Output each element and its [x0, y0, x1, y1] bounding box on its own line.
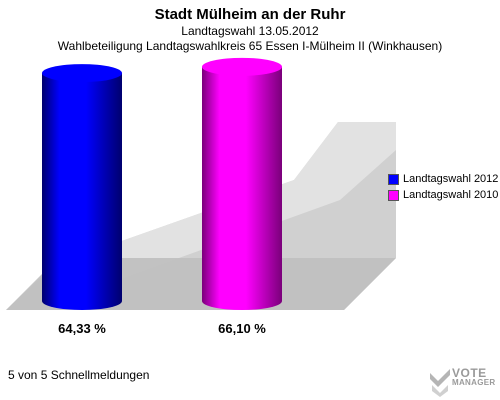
chart-subtitle-district: Wahlbeteiligung Landtagswahlkreis 65 Ess… [57, 39, 443, 53]
bar-top-0 [42, 64, 122, 83]
legend-label-2012: Landtagswahl 2012 [403, 173, 499, 185]
data-label-0: 64,33 % [58, 321, 106, 336]
legend-swatch-2012 [388, 173, 399, 185]
legend-item-2012: Landtagswahl 2012 [388, 171, 498, 187]
footer-text: 5 von 5 Schnellmeldungen [8, 368, 150, 382]
chart-header: Stadt Mülheim an der Ruhr Landtagswahl 1… [0, 6, 500, 54]
legend-swatch-2010 [388, 189, 399, 201]
vote-manager-logo: VOTE MANAGER [428, 366, 498, 398]
legend: Landtagswahl 2012 Landtagswahl 2010 [388, 171, 498, 203]
bar-landtagswahl-2010 [202, 66, 282, 311]
chart-title: Stadt Mülheim an der Ruhr [154, 6, 346, 23]
legend-item-2010: Landtagswahl 2010 [388, 187, 498, 203]
legend-label-2010: Landtagswahl 2010 [403, 189, 499, 201]
bar-top-1 [202, 57, 282, 76]
data-label-1: 66,10 % [218, 321, 266, 336]
vote-manager-logo-icon [430, 369, 450, 397]
logo-text-manager: MANAGER [452, 378, 496, 387]
chart-subtitle-date: Landtagswahl 13.05.2012 [181, 24, 319, 38]
bar-landtagswahl-2012 [42, 73, 122, 310]
logo-text-vote: VOTE [452, 366, 487, 380]
